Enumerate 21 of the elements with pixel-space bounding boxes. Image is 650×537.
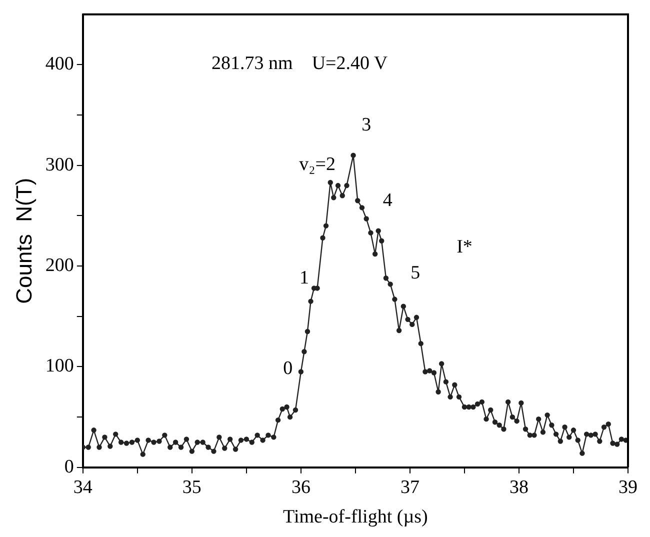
y-axis-title: Counts N(T): [11, 178, 36, 304]
y-tick-label: 300: [45, 154, 74, 176]
annotation: 5: [410, 262, 420, 284]
x-tick-label: 36: [291, 476, 310, 498]
x-tick-label: 38: [509, 476, 528, 498]
x-tick-label: 37: [400, 476, 420, 498]
x-axis-title: Time-of-flight (µs): [283, 506, 428, 528]
annotation: 3: [362, 114, 372, 136]
annotation: 4: [382, 190, 393, 212]
x-tick-label: 34: [73, 476, 93, 498]
annotation: I*: [456, 236, 472, 258]
y-tick-label: 0: [64, 456, 74, 478]
annotation: v₂=2: [299, 154, 336, 175]
annotation: 281.73 nm U=2.40 V: [212, 53, 388, 74]
x-tick-label: 35: [182, 476, 202, 498]
annotation: 1: [299, 267, 309, 288]
annotation: 0: [283, 358, 293, 380]
y-tick-label: 200: [45, 255, 74, 276]
y-tick-label: 100: [45, 356, 74, 377]
x-tick-label: 39: [618, 476, 638, 498]
y-tick-label: 400: [45, 54, 74, 75]
